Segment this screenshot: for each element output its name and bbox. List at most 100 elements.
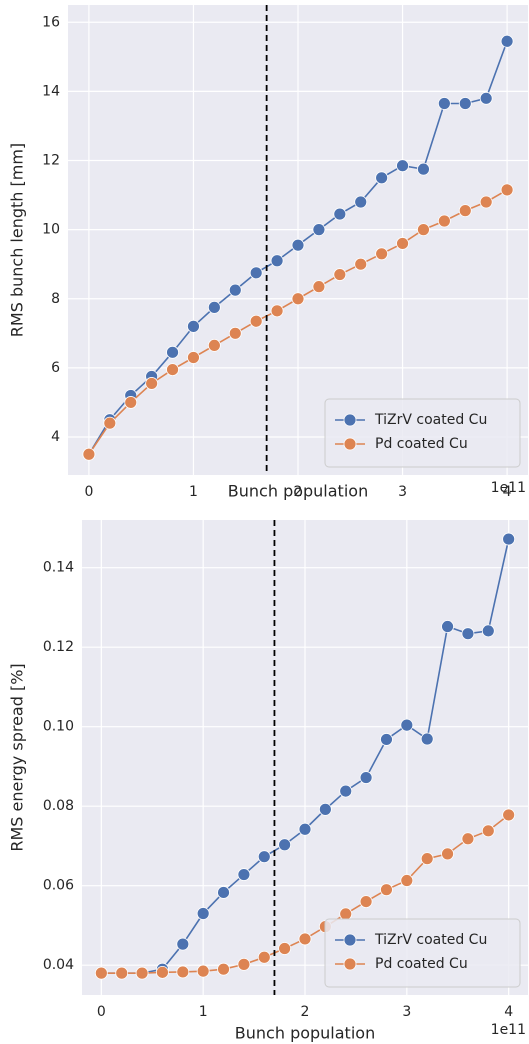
data-point <box>400 718 414 732</box>
data-point <box>94 966 108 980</box>
data-point <box>166 363 179 376</box>
data-point <box>207 339 221 352</box>
data-point <box>135 966 149 980</box>
data-point <box>298 822 312 836</box>
legend-label: Pd coated Cu <box>375 956 468 972</box>
data-point <box>375 171 389 185</box>
data-point <box>291 238 305 252</box>
data-point <box>339 907 353 921</box>
data-point <box>458 204 472 218</box>
data-point <box>479 195 493 209</box>
y-tick-label: 14 <box>42 83 60 99</box>
legend-label: TiZrV coated Cu <box>374 412 487 428</box>
data-point <box>196 964 210 978</box>
data-point <box>312 223 326 237</box>
y-tick-label: 0.12 <box>43 639 74 655</box>
x-tick-label: 3 <box>402 1004 411 1020</box>
data-point <box>156 965 169 979</box>
legend-box <box>324 398 521 468</box>
y-tick-label: 12 <box>42 153 60 169</box>
data-point <box>437 97 451 110</box>
data-point <box>228 326 242 340</box>
y-axis-label: RMS bunch length [mm] <box>8 143 27 337</box>
legend-marker <box>343 957 357 971</box>
data-point <box>441 847 454 861</box>
data-point <box>291 292 305 306</box>
x-tick-label: 2 <box>301 1004 310 1020</box>
y-tick-label: 0.10 <box>43 719 74 735</box>
data-point <box>228 283 242 297</box>
data-point <box>380 733 393 746</box>
data-point <box>354 257 368 271</box>
data-point <box>115 966 129 980</box>
legend-box <box>324 918 521 988</box>
data-point <box>333 207 347 221</box>
data-point <box>187 319 200 333</box>
data-point <box>441 620 454 633</box>
data-point <box>249 266 263 280</box>
data-point <box>312 280 326 294</box>
data-point <box>461 832 475 846</box>
data-point <box>278 838 292 852</box>
x-axis-label: Bunch population <box>235 1024 375 1043</box>
data-point <box>502 532 516 546</box>
y-tick-label: 0.04 <box>43 957 74 973</box>
y-tick-label: 4 <box>51 429 60 445</box>
data-point <box>339 784 353 798</box>
data-point <box>217 886 230 899</box>
y-tick-label: 16 <box>42 14 60 30</box>
y-tick-label: 6 <box>51 360 60 376</box>
data-point <box>166 345 179 359</box>
legend: TiZrV coated Cu Pd coated Cu <box>324 918 521 988</box>
x-tick-label: 2 <box>294 484 303 500</box>
data-point <box>82 447 96 461</box>
data-point <box>249 314 263 328</box>
legend-label: Pd coated Cu <box>375 436 468 452</box>
data-point <box>354 195 368 209</box>
y-tick-label: 10 <box>42 222 60 238</box>
data-point <box>417 223 430 237</box>
legend: TiZrV coated Cu Pd coated Cu <box>324 398 521 468</box>
y-tick-label: 0.06 <box>43 878 74 894</box>
data-point <box>420 732 434 746</box>
data-point <box>400 874 414 887</box>
data-point <box>500 34 514 48</box>
data-point <box>461 627 475 641</box>
data-point <box>380 883 393 897</box>
x-tick-label: 1 <box>189 484 198 500</box>
data-point <box>207 300 221 314</box>
data-point <box>145 377 159 390</box>
x-tick-label: 0 <box>84 484 93 500</box>
data-point <box>437 214 451 228</box>
data-point <box>359 895 373 908</box>
data-point <box>196 907 210 920</box>
y-tick-label: 0.08 <box>43 798 74 814</box>
x-tick-label: 4 <box>504 1004 513 1020</box>
data-point <box>217 962 230 976</box>
data-point <box>298 932 312 946</box>
y-tick-label: 0.14 <box>43 560 74 576</box>
data-point <box>479 91 493 105</box>
data-point <box>420 852 434 866</box>
data-point <box>396 237 409 250</box>
data-point <box>278 942 292 955</box>
data-point <box>502 808 516 822</box>
data-point <box>187 351 200 364</box>
x-axis-label: Bunch population <box>228 482 368 501</box>
data-point <box>176 965 190 979</box>
data-point <box>257 950 271 964</box>
legend-label: TiZrV coated Cu <box>374 932 487 948</box>
x-offset-label: 1e11 <box>491 480 526 496</box>
data-point <box>481 624 495 638</box>
data-point <box>458 97 472 110</box>
x-tick-label: 4 <box>503 484 512 500</box>
legend-marker <box>343 437 357 451</box>
data-point <box>237 957 251 971</box>
x-tick-label: 3 <box>398 484 407 500</box>
data-point <box>103 416 117 430</box>
data-point <box>481 824 495 838</box>
data-point <box>270 254 284 268</box>
data-point <box>237 868 251 881</box>
data-point <box>176 937 190 951</box>
